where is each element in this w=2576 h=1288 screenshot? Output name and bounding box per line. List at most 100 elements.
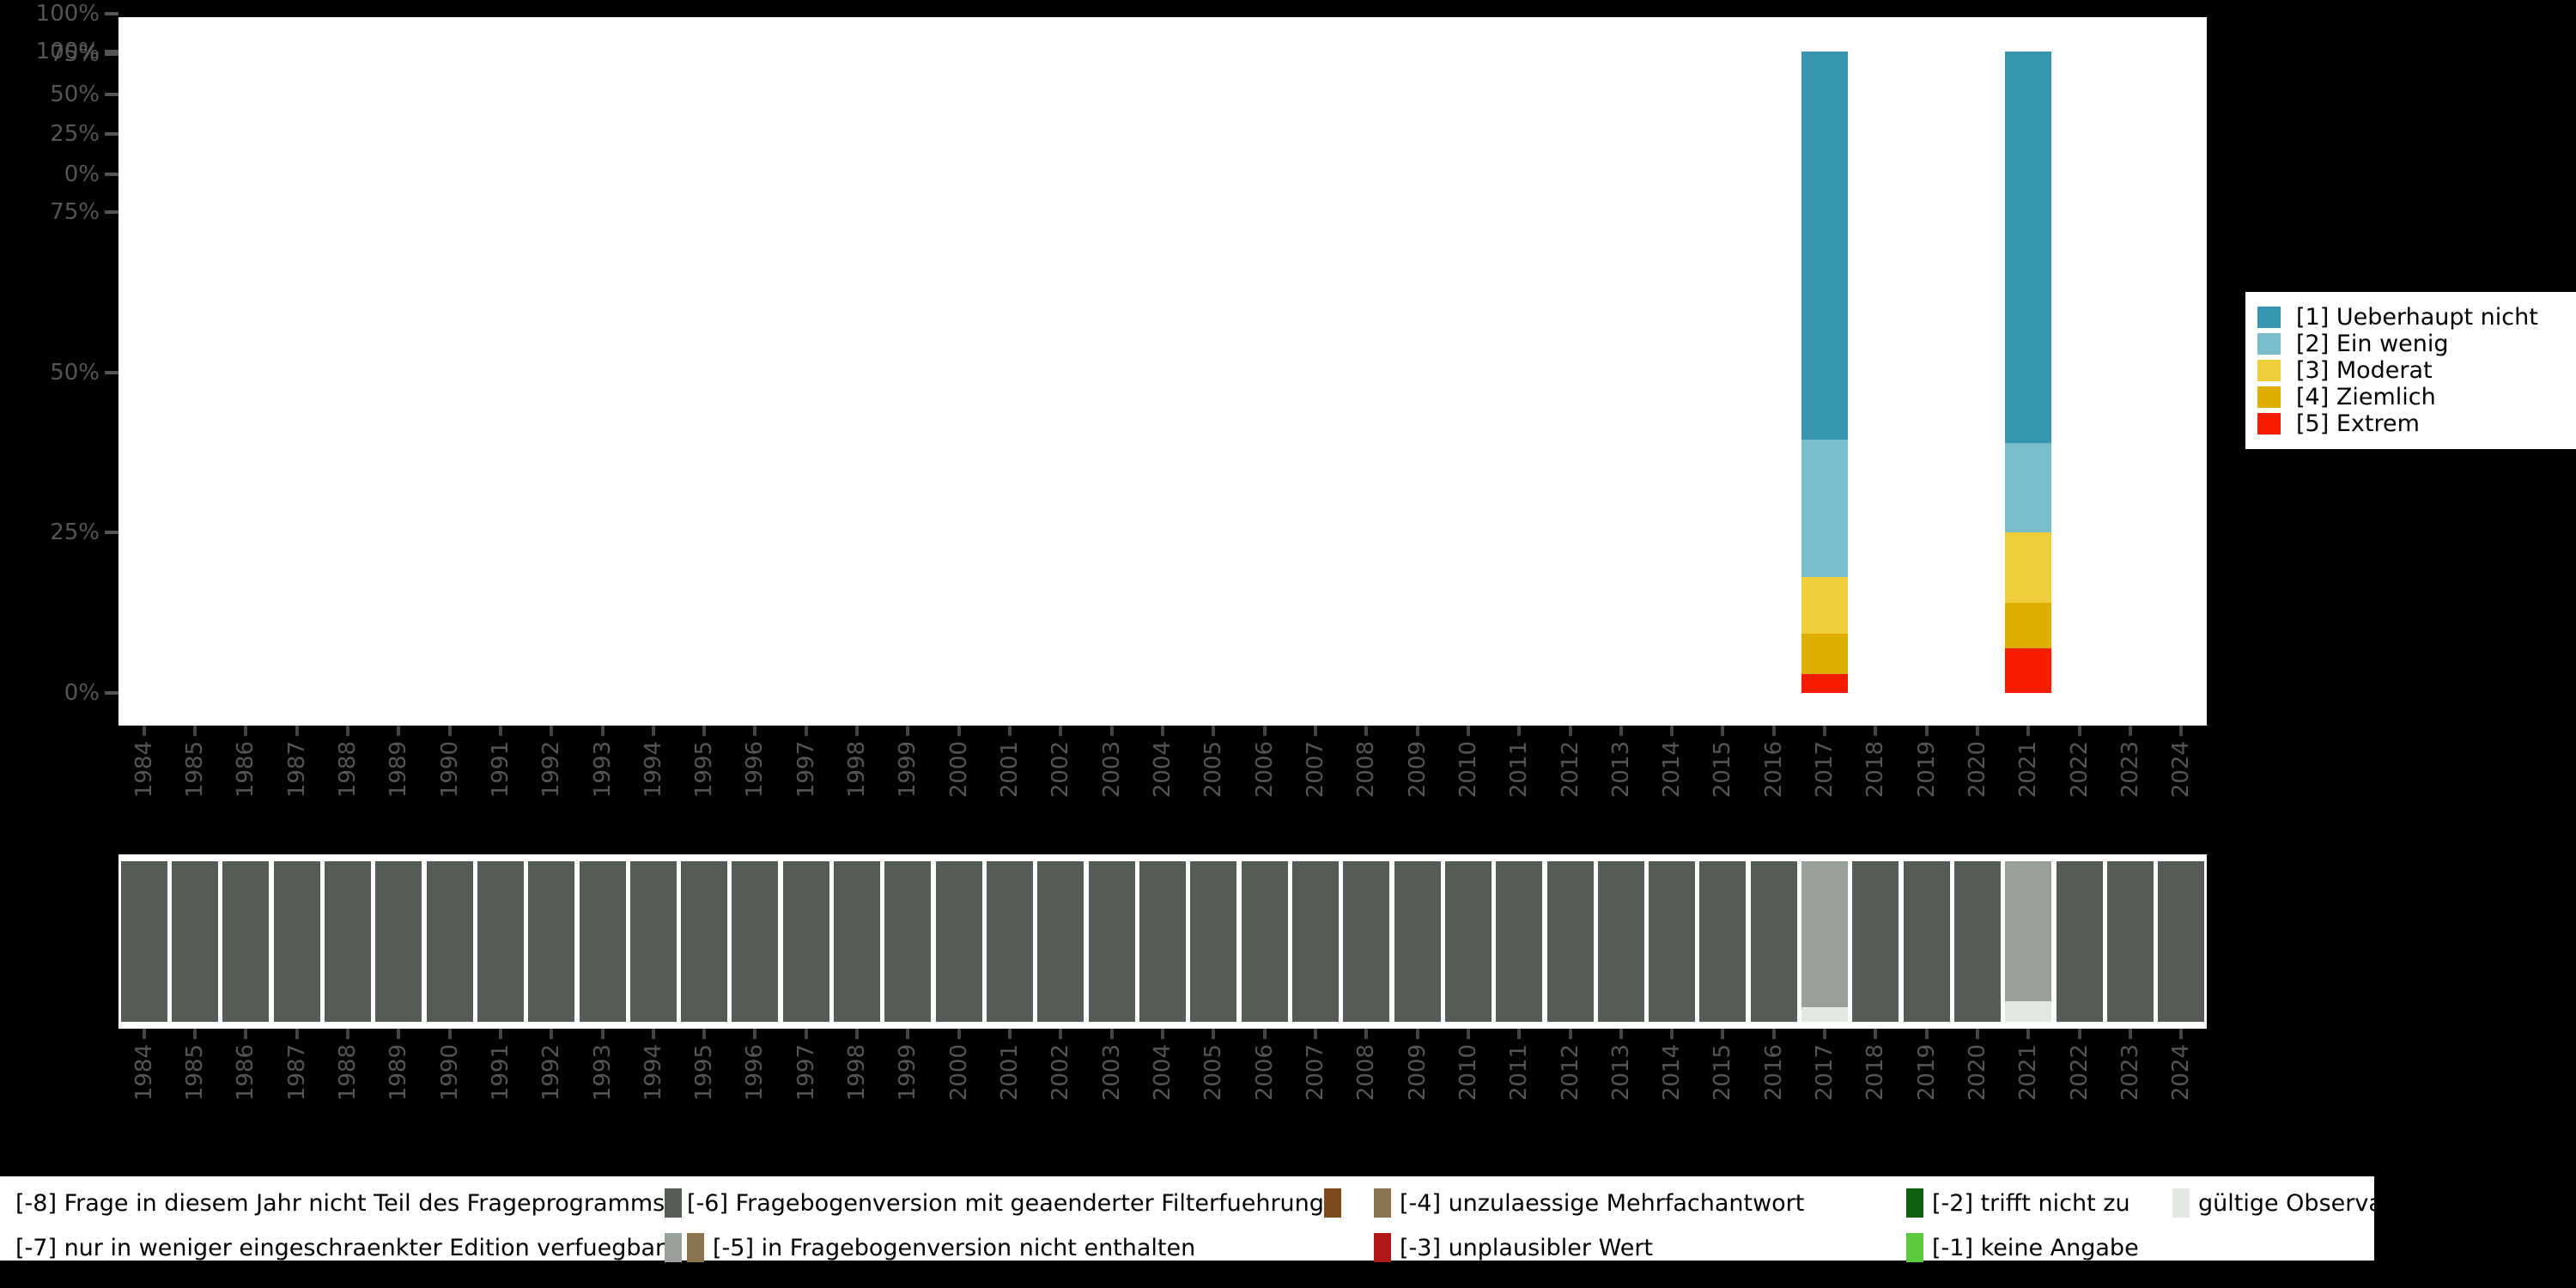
missing-codes-legend: [-8] Frage in diesem Jahr nicht Teil des… xyxy=(0,1176,2456,1262)
observation-bar-1987 xyxy=(273,861,320,1022)
x-tick-label: 1986 xyxy=(233,1044,259,1102)
observation-segment-2017-1 xyxy=(1801,861,1849,1008)
x-tick-label: 1990 xyxy=(436,741,463,799)
legend-swatch-icon xyxy=(2172,1188,2190,1218)
x-tick-label: 2009 xyxy=(1404,741,1431,799)
observation-bar-2013 xyxy=(1597,861,1644,1022)
legend-swatch-icon xyxy=(665,1188,683,1218)
observation-segment-1998-2 xyxy=(834,861,881,1022)
observation-bar-1992 xyxy=(528,861,575,1022)
legend-item-response-4: [4] Ziemlich xyxy=(2257,384,2567,410)
x-tick-label: 2007 xyxy=(1302,1044,1328,1102)
observation-bar-2005 xyxy=(1190,861,1237,1022)
x-tick-label: 2018 xyxy=(1862,741,1889,799)
x-tick-mark xyxy=(498,726,502,736)
y-tick-label: 50% xyxy=(50,81,100,107)
x-tick-mark xyxy=(1313,1029,1317,1039)
observation-bar-2021 xyxy=(2005,861,2052,1022)
observation-bar-2009 xyxy=(1394,861,1441,1022)
x-tick-label: 1985 xyxy=(181,1044,208,1102)
x-tick-label: 2004 xyxy=(1150,1044,1176,1102)
x-tick-label: 1991 xyxy=(487,1044,513,1102)
observation-bar-2010 xyxy=(1444,861,1492,1022)
y-tick-mark xyxy=(105,50,118,53)
x-tick-mark xyxy=(345,726,349,736)
x-tick-mark xyxy=(1262,726,1267,736)
x-tick-label: 1996 xyxy=(742,741,769,799)
x-tick-label: 2003 xyxy=(1098,741,1125,799)
y-tick-mark xyxy=(105,52,118,56)
y-tick-mark xyxy=(105,531,118,535)
x-tick-mark xyxy=(1364,726,1369,736)
x-tick-mark xyxy=(1874,726,1878,736)
legend-item-label: [-3] unplausibler Wert xyxy=(1400,1234,1654,1261)
x-tick-mark xyxy=(1008,1029,1012,1039)
x-tick-mark xyxy=(397,1029,401,1039)
x-tick-label: 2002 xyxy=(1048,1044,1074,1102)
legend-swatch-icon xyxy=(665,1233,683,1262)
legend-item-label: [-1] keine Angabe xyxy=(1932,1234,2139,1261)
x-tick-mark xyxy=(550,1029,554,1039)
legend-item-missing-1: [-8] Frage in diesem Jahr nicht Teil des… xyxy=(15,1188,683,1218)
observation-bar-1989 xyxy=(375,861,422,1022)
observation-bar-2020 xyxy=(1954,861,2002,1022)
x-tick-label: 1989 xyxy=(386,1044,412,1102)
observation-segment-2007-2 xyxy=(1291,861,1339,1022)
x-tick-mark xyxy=(244,1029,248,1039)
legend-item-label: [5] Extrem xyxy=(2296,410,2420,437)
observation-segment-2021-1 xyxy=(2005,861,2052,1001)
legend-item-label: [3] Moderat xyxy=(2296,357,2433,384)
x-tick-label: 2014 xyxy=(1659,1044,1686,1102)
x-tick-mark xyxy=(651,726,655,736)
observation-segment-1995-2 xyxy=(681,861,728,1022)
observation-segment-2009-2 xyxy=(1394,861,1441,1022)
x-tick-mark xyxy=(1823,1029,1827,1039)
observation-segment-1985-2 xyxy=(171,861,218,1022)
x-tick-label: 2006 xyxy=(1251,741,1278,799)
observation-segment-2008-2 xyxy=(1343,861,1390,1022)
x-tick-label: 2003 xyxy=(1098,1044,1125,1102)
legend-item-response-1: [1] Ueberhaupt nicht xyxy=(2257,304,2567,331)
observation-bar-1993 xyxy=(579,861,626,1022)
legend-swatch-icon xyxy=(2257,413,2281,434)
bar-segment-2017-s5 xyxy=(1801,674,1849,693)
legend-item-response-5: [5] Extrem xyxy=(2257,410,2567,437)
y-tick-mark xyxy=(105,92,118,96)
observation-segment-2022-2 xyxy=(2056,861,2103,1022)
observation-bar-2012 xyxy=(1546,861,1594,1022)
x-tick-mark xyxy=(1619,1029,1623,1039)
observation-segment-1991-2 xyxy=(477,861,524,1022)
x-tick-label: 1992 xyxy=(538,741,565,799)
x-tick-mark xyxy=(1924,1029,1929,1039)
bar-segment-2017-s3 xyxy=(1801,576,1849,634)
x-tick-mark xyxy=(550,726,554,736)
x-tick-label: 1989 xyxy=(386,741,412,799)
x-tick-mark xyxy=(2179,1029,2184,1039)
x-tick-label: 2010 xyxy=(1455,1044,1481,1102)
observation-bar-1991 xyxy=(477,861,524,1022)
x-tick-mark xyxy=(447,726,452,736)
x-tick-label: 1986 xyxy=(233,741,259,799)
observation-bar-2018 xyxy=(1852,861,1899,1022)
x-tick-mark xyxy=(1721,726,1725,736)
x-tick-mark xyxy=(1109,726,1114,736)
x-tick-mark xyxy=(2026,726,2031,736)
x-tick-label: 2012 xyxy=(1557,1044,1583,1102)
x-tick-mark xyxy=(1568,726,1572,736)
observation-bar-1998 xyxy=(834,861,881,1022)
x-tick-mark xyxy=(447,1029,452,1039)
x-tick-label: 2000 xyxy=(945,741,972,799)
x-tick-label: 2022 xyxy=(2066,1044,2093,1102)
x-tick-label: 1990 xyxy=(436,1044,463,1102)
observation-segment-2004-2 xyxy=(1139,861,1186,1022)
legend-item-label: [-8] Frage in diesem Jahr nicht Teil des… xyxy=(15,1189,665,1217)
stacked-bar-2017 xyxy=(1801,52,1849,693)
x-tick-label: 1997 xyxy=(793,741,819,799)
y-tick-mark xyxy=(105,691,118,695)
legend-item-label: [-5] in Fragebogenversion nicht enthalte… xyxy=(713,1234,1196,1261)
observation-segment-1987-2 xyxy=(273,861,320,1022)
observation-bar-2004 xyxy=(1139,861,1186,1022)
bar-segment-2021-s4 xyxy=(2005,603,2052,648)
legend-item-missing-3: [-6] Fragebogenversion mit geaenderter F… xyxy=(687,1188,1341,1218)
observation-segment-1988-2 xyxy=(324,861,371,1022)
